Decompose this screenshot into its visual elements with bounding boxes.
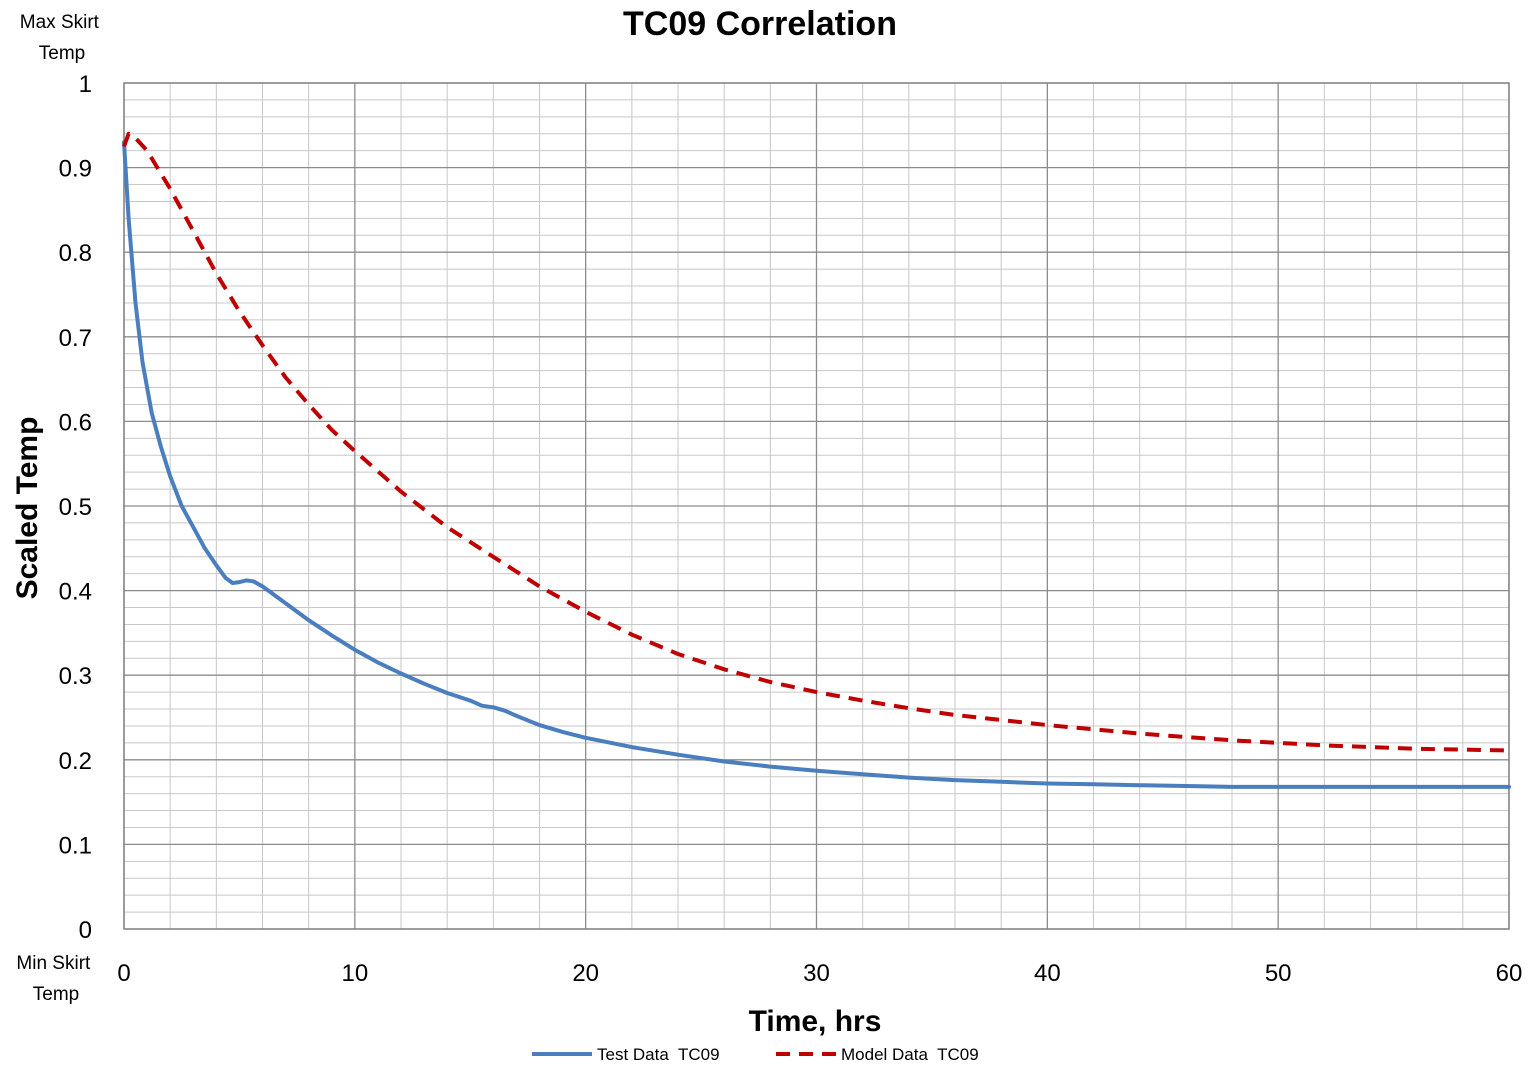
- y-tick-label: 0.6: [59, 409, 92, 436]
- chart-title: TC09 Correlation: [623, 5, 897, 43]
- y-tick-label: 0.5: [59, 494, 92, 521]
- x-axis-tick-labels: 0 10 20 30 40 50 60: [117, 960, 1522, 987]
- chart-legend: Test Data TC09 Model Data TC09: [532, 1045, 979, 1064]
- y-max-annotation: Max Skirt Temp: [20, 12, 104, 64]
- x-axis-title: Time, hrs: [749, 1005, 882, 1038]
- y-axis-tick-labels: 0 0.1 0.2 0.3 0.4 0.5 0.6 0.7 0.8 0.9 1: [59, 71, 92, 944]
- y-min-annotation: Min Skirt Temp: [16, 953, 95, 1005]
- series-lines: [122, 131, 1511, 789]
- y-max-annotation-line1: Max Skirt: [20, 12, 100, 33]
- y-tick-label: 0.2: [59, 748, 92, 775]
- y-tick-label: 1: [79, 71, 92, 98]
- x-tick-label: 10: [341, 960, 368, 987]
- y-tick-label: 0.3: [59, 663, 92, 690]
- legend-label-1: Test Data TC09: [597, 1045, 720, 1064]
- series-line-1: [122, 140, 1511, 789]
- y-min-annotation-line2: Temp: [33, 984, 79, 1005]
- y-min-annotation-line1: Min Skirt: [16, 953, 91, 974]
- y-axis-title: Scaled Temp: [11, 417, 44, 600]
- y-tick-label: 0: [79, 917, 92, 944]
- x-tick-label: 30: [803, 960, 830, 987]
- series-line-2: [122, 131, 1510, 753]
- y-tick-label: 0.7: [59, 325, 92, 352]
- plot-area-border: [123, 82, 1510, 930]
- x-tick-label: 40: [1034, 960, 1061, 987]
- x-tick-label: 20: [572, 960, 599, 987]
- y-tick-label: 0.4: [59, 579, 92, 606]
- y-tick-label: 0.9: [59, 156, 92, 183]
- x-tick-label: 60: [1496, 960, 1523, 987]
- y-max-annotation-line2: Temp: [39, 43, 85, 64]
- x-tick-label: 50: [1265, 960, 1292, 987]
- legend-label-2: Model Data TC09: [841, 1045, 979, 1064]
- x-tick-label: 0: [117, 960, 130, 987]
- y-tick-label: 0.8: [59, 240, 92, 267]
- y-tick-label: 0.1: [59, 832, 92, 859]
